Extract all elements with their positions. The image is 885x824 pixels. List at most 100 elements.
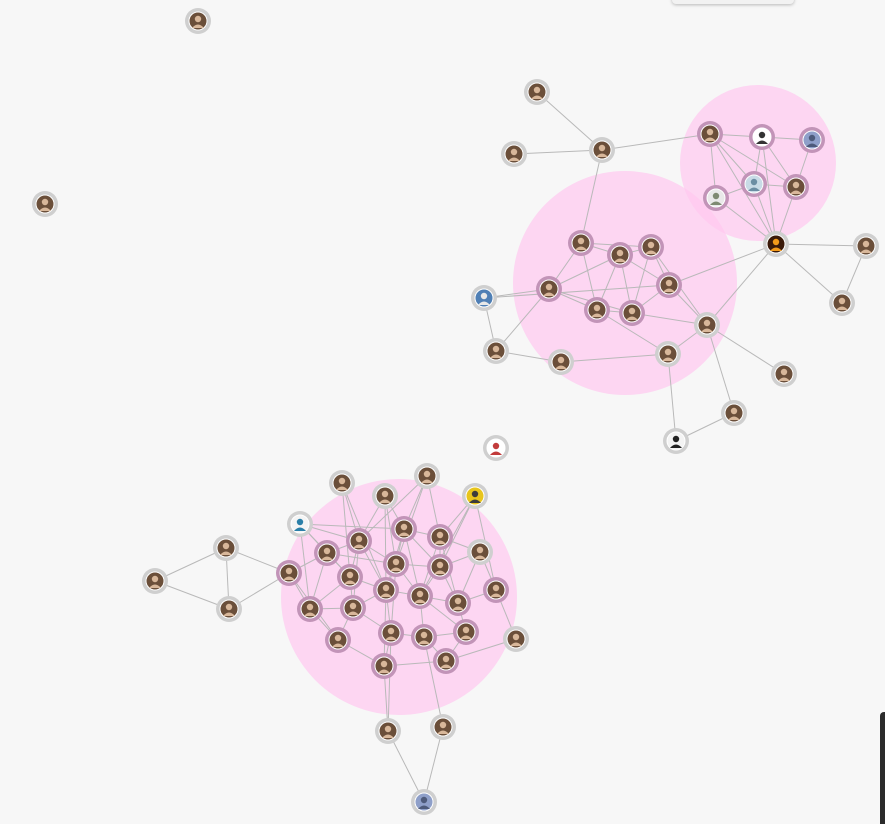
avatar-head-icon	[666, 280, 672, 286]
graph-node[interactable]	[568, 230, 594, 256]
graph-node[interactable]	[383, 551, 409, 577]
graph-node[interactable]	[375, 718, 401, 744]
graph-node[interactable]	[427, 554, 453, 580]
graph-node[interactable]	[501, 141, 527, 167]
graph-node[interactable]	[371, 653, 397, 679]
avatar-head-icon	[335, 635, 341, 641]
graph-node[interactable]	[142, 568, 168, 594]
graph-node[interactable]	[721, 400, 747, 426]
graph-node[interactable]	[372, 483, 398, 509]
avatar-head-icon	[152, 576, 158, 582]
avatar-head-icon	[809, 135, 815, 141]
graph-node[interactable]	[655, 341, 681, 367]
avatar-head-icon	[401, 524, 407, 530]
avatar-head-icon	[578, 238, 584, 244]
graph-node[interactable]	[694, 312, 720, 338]
avatar-head-icon	[443, 656, 449, 662]
graph-node[interactable]	[411, 789, 437, 815]
graph-node[interactable]	[741, 171, 767, 197]
graph-node[interactable]	[427, 524, 453, 550]
avatar-head-icon	[558, 357, 564, 363]
graph-node[interactable]	[430, 714, 456, 740]
avatar-head-icon	[339, 478, 345, 484]
avatar-head-icon	[477, 547, 483, 553]
graph-node[interactable]	[483, 435, 509, 461]
graph-node[interactable]	[325, 627, 351, 653]
graph-node[interactable]	[391, 516, 417, 542]
graph-node[interactable]	[276, 560, 302, 586]
avatar-head-icon	[759, 132, 765, 138]
avatar-head-icon	[383, 585, 389, 591]
graph-node[interactable]	[536, 276, 562, 302]
graph-node[interactable]	[799, 127, 825, 153]
graph-node[interactable]	[763, 231, 789, 257]
graph-node[interactable]	[411, 624, 437, 650]
graph-node[interactable]	[185, 8, 211, 34]
graph-edge	[776, 244, 866, 246]
graph-node[interactable]	[407, 583, 433, 609]
community-lower-left	[281, 479, 517, 715]
graph-node[interactable]	[619, 300, 645, 326]
avatar-head-icon	[629, 308, 635, 314]
graph-node[interactable]	[445, 590, 471, 616]
graph-node[interactable]	[337, 564, 363, 590]
graph-node[interactable]	[314, 540, 340, 566]
avatar-head-icon	[226, 604, 232, 610]
graph-node[interactable]	[329, 470, 355, 496]
graph-node[interactable]	[697, 121, 723, 147]
avatar-head-icon	[195, 16, 201, 22]
graph-node[interactable]	[287, 511, 313, 537]
graph-node[interactable]	[483, 577, 509, 603]
graph-node[interactable]	[346, 528, 372, 554]
graph-node[interactable]	[433, 648, 459, 674]
graph-node[interactable]	[749, 124, 775, 150]
side-panel-handle[interactable]	[880, 712, 885, 824]
graph-node[interactable]	[471, 285, 497, 311]
avatar-head-icon	[350, 603, 356, 609]
graph-node[interactable]	[216, 596, 242, 622]
graph-node[interactable]	[703, 185, 729, 211]
graph-edge	[514, 150, 602, 154]
graph-node[interactable]	[548, 349, 574, 375]
graph-node[interactable]	[656, 272, 682, 298]
avatar-head-icon	[472, 491, 478, 497]
avatar-head-icon	[393, 559, 399, 565]
graph-node[interactable]	[373, 577, 399, 603]
graph-node[interactable]	[663, 428, 689, 454]
graph-node[interactable]	[414, 463, 440, 489]
graph-node[interactable]	[607, 242, 633, 268]
graph-node[interactable]	[524, 79, 550, 105]
graph-node[interactable]	[503, 626, 529, 652]
avatar-head-icon	[751, 179, 757, 185]
avatar-head-icon	[463, 627, 469, 633]
graph-node[interactable]	[783, 174, 809, 200]
toolbar-tab[interactable]	[672, 0, 794, 4]
avatar-head-icon	[385, 726, 391, 732]
avatar-head-icon	[513, 634, 519, 640]
graph-node[interactable]	[32, 191, 58, 217]
graph-node[interactable]	[297, 596, 323, 622]
avatar-head-icon	[781, 369, 787, 375]
avatar-head-icon	[713, 193, 719, 199]
graph-node[interactable]	[771, 361, 797, 387]
graph-node[interactable]	[462, 483, 488, 509]
graph-node[interactable]	[467, 539, 493, 565]
avatar-head-icon	[773, 239, 779, 245]
graph-node[interactable]	[584, 297, 610, 323]
graph-node[interactable]	[340, 595, 366, 621]
avatar-head-icon	[42, 199, 48, 205]
avatar-head-icon	[421, 797, 427, 803]
graph-node[interactable]	[589, 137, 615, 163]
avatar-head-icon	[839, 298, 845, 304]
graph-node[interactable]	[453, 619, 479, 645]
avatar-head-icon	[424, 471, 430, 477]
graph-node[interactable]	[638, 234, 664, 260]
graph-node[interactable]	[829, 290, 855, 316]
graph-node[interactable]	[378, 620, 404, 646]
graph-node[interactable]	[213, 535, 239, 561]
graph-edge	[707, 325, 784, 374]
avatar-head-icon	[388, 628, 394, 634]
graph-node[interactable]	[853, 233, 879, 259]
graph-node[interactable]	[483, 338, 509, 364]
